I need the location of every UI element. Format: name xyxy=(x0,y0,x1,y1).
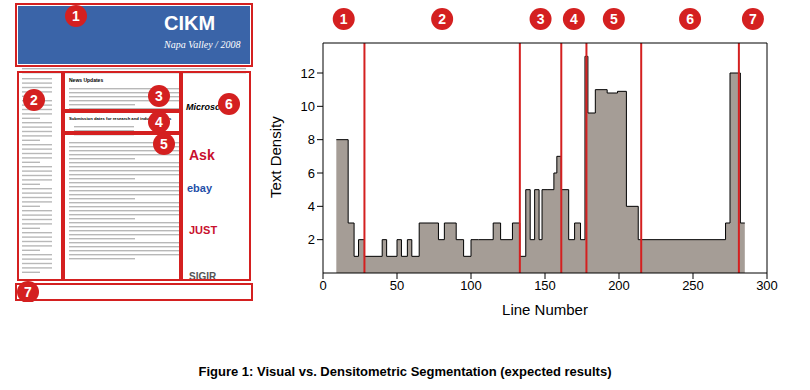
svg-text:SIGIR: SIGIR xyxy=(189,271,217,282)
svg-text:5: 5 xyxy=(160,136,168,152)
svg-text:Ask: Ask xyxy=(189,147,215,163)
svg-text:Text Density: Text Density xyxy=(267,116,284,198)
svg-text:CIKM: CIKM xyxy=(164,12,215,34)
svg-text:5: 5 xyxy=(610,11,618,27)
svg-text:100: 100 xyxy=(460,278,482,293)
html-text:Figure 1: Visual vs. Densitome: Figure 1: Visual vs. Densitometric Segme… xyxy=(198,364,612,379)
svg-text:Submission dates for research: Submission dates for research and indust… xyxy=(69,116,172,121)
svg-text:1: 1 xyxy=(72,8,80,24)
svg-text:3: 3 xyxy=(155,88,163,104)
svg-text:3: 3 xyxy=(537,11,545,27)
svg-text:JUST: JUST xyxy=(189,224,217,236)
svg-text:Microsoft: Microsoft xyxy=(186,102,227,112)
svg-text:6: 6 xyxy=(225,96,233,112)
svg-text:ebay: ebay xyxy=(187,182,213,194)
svg-text:10: 10 xyxy=(301,99,315,114)
svg-text:7: 7 xyxy=(749,11,757,27)
svg-text:250: 250 xyxy=(682,278,704,293)
svg-text:200: 200 xyxy=(608,278,630,293)
svg-text:News Updates: News Updates xyxy=(69,77,103,83)
svg-text:2: 2 xyxy=(308,232,315,247)
svg-text:150: 150 xyxy=(534,278,556,293)
svg-text:6: 6 xyxy=(308,166,315,181)
svg-text:Napa Valley / 2008: Napa Valley / 2008 xyxy=(163,39,240,50)
svg-text:2: 2 xyxy=(438,11,446,27)
svg-text:4: 4 xyxy=(308,199,315,214)
svg-text:300: 300 xyxy=(756,278,778,293)
svg-text:12: 12 xyxy=(301,66,315,81)
svg-text:50: 50 xyxy=(390,278,404,293)
svg-text:7: 7 xyxy=(24,284,32,300)
svg-text:8: 8 xyxy=(308,132,315,147)
svg-text:6: 6 xyxy=(686,11,694,27)
svg-text:4: 4 xyxy=(570,11,578,27)
svg-text:4: 4 xyxy=(155,114,163,130)
svg-text:0: 0 xyxy=(319,278,326,293)
svg-text:1: 1 xyxy=(340,11,348,27)
svg-text:2: 2 xyxy=(30,92,38,108)
svg-text:Line Number: Line Number xyxy=(502,301,588,318)
